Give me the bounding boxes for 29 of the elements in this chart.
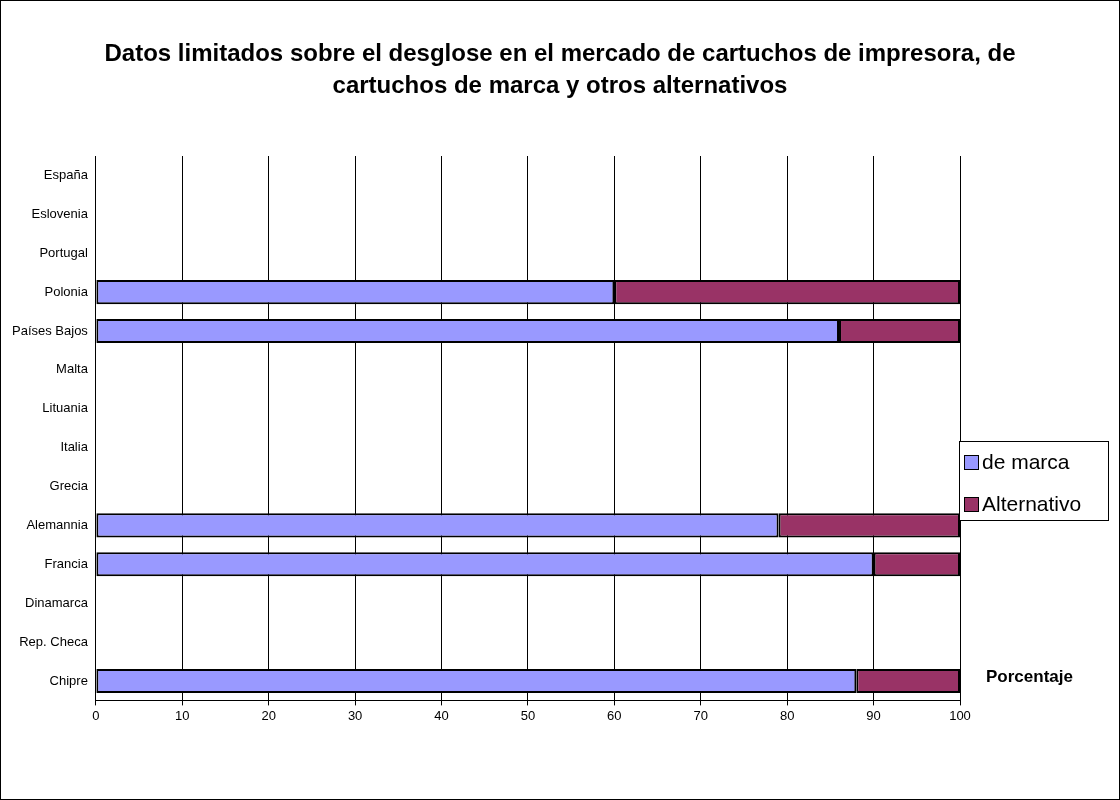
legend-label: Alternativo [982, 492, 1083, 516]
y-tick-label: Italia [60, 439, 89, 455]
x-tick-label: 80 [779, 707, 795, 723]
y-tick-label: Malta [56, 361, 89, 377]
y-tick-label: Grecia [49, 478, 89, 494]
x-tick-label: 0 [92, 707, 100, 723]
y-tick-label: Rep. Checa [19, 633, 89, 649]
y-tick-label: Francia [44, 555, 89, 571]
y-tick-label: Dinamarca [25, 594, 89, 610]
x-tick-label: 100 [949, 707, 971, 723]
x-tick-label: 70 [693, 707, 708, 723]
chart-title: Datos limitados sobre el desglose en el mercado de cartuchos de impresora, de cartuchos de marca y otros alternativos [103, 38, 1017, 100]
x-tick-label: 90 [866, 707, 881, 723]
y-tick-label: Eslovenia [31, 205, 89, 221]
y-tick-label: Polonia [44, 283, 89, 299]
x-axis-title: Porcentaje [986, 667, 1073, 687]
x-tick-label: 30 [347, 707, 363, 723]
y-tick-label: Países Bajos [12, 322, 89, 338]
x-tick-label: 10 [175, 707, 190, 723]
x-tick-label: 20 [261, 707, 276, 723]
y-tick-label: España [43, 167, 89, 183]
legend-label: de marca [982, 450, 1071, 474]
x-tick-label: 60 [607, 707, 622, 723]
x-tick-label: 40 [434, 707, 449, 723]
y-tick-label: Lituania [42, 400, 89, 416]
y-tick-label: Portugal [39, 244, 88, 260]
y-tick-label: Alemannia [26, 516, 89, 532]
x-tick-label: 50 [520, 707, 536, 723]
y-tick-label: Chipre [49, 672, 88, 688]
